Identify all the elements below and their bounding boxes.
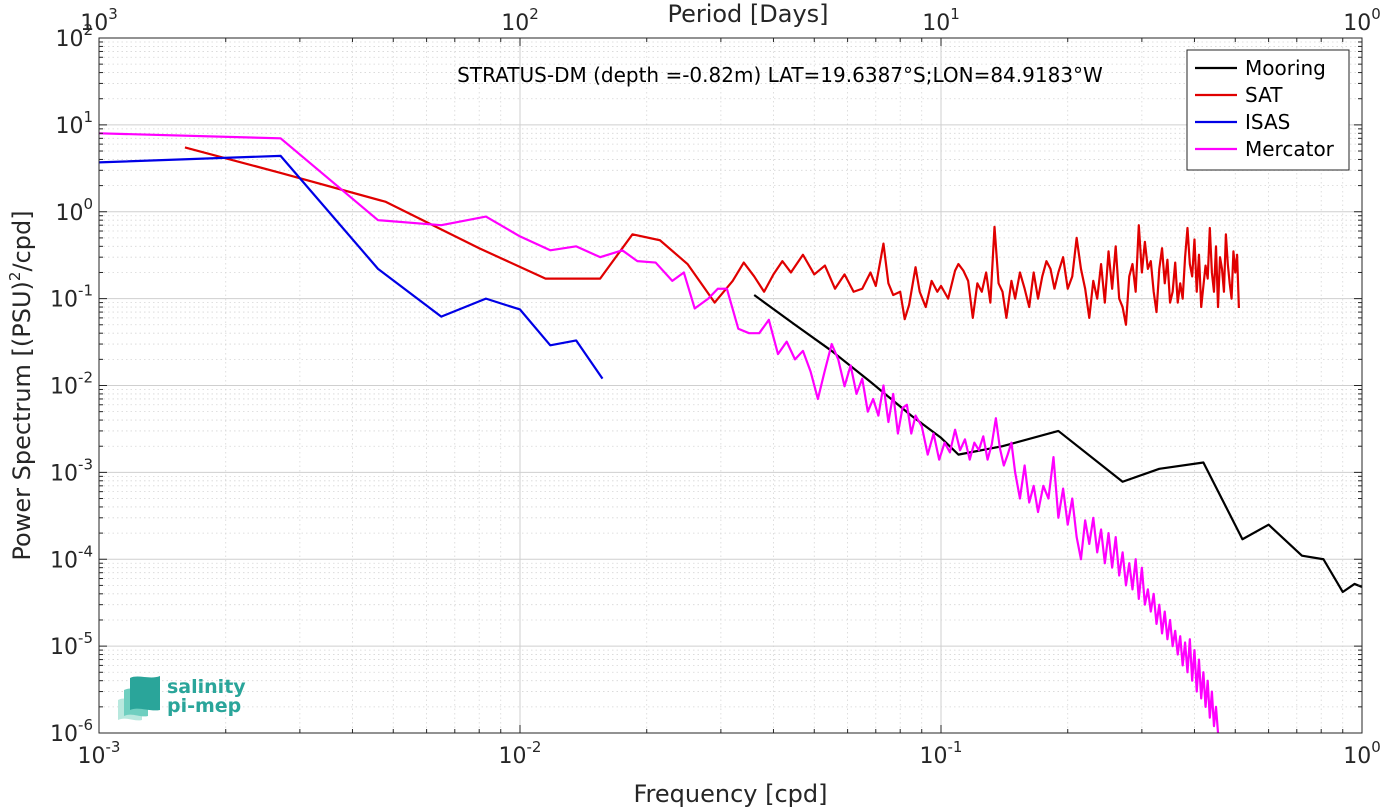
y-tick-label-exp: -5 — [78, 629, 93, 647]
y-tick-label-base: 10 — [50, 722, 78, 747]
y-axis-label-pre: Power Spectrum [(PSU) — [8, 281, 36, 560]
y-axis-label-post: /cpd] — [8, 210, 36, 271]
legend: Mooring SAT ISAS Mercator — [1186, 49, 1350, 171]
x-tick-label-exp: -1 — [948, 738, 963, 756]
x-tick-label-base: 10 — [499, 744, 527, 769]
legend-label-mooring: Mooring — [1245, 56, 1326, 80]
tick-marks — [98, 37, 1363, 734]
top-tick-label-base: 10 — [922, 11, 950, 36]
y-tick-label: 10-3 — [50, 455, 93, 486]
top-tick-label: 100 — [1343, 5, 1381, 36]
y-tick-label-base: 10 — [50, 375, 78, 400]
chart-title: STRATUS-DM (depth =-0.82m) LAT=19.6387°S… — [457, 63, 1103, 87]
y-tick-label-base: 10 — [55, 201, 83, 226]
top-tick-label-exp: 0 — [1371, 5, 1381, 23]
y-tick-label: 10-1 — [50, 282, 93, 313]
x-tick-label-base: 10 — [1343, 744, 1371, 769]
x-tick-label-base: 10 — [78, 744, 106, 769]
y-tick-label-exp: -1 — [78, 282, 93, 300]
x-tick-label: 100 — [1343, 738, 1381, 769]
logo-mark-icon — [118, 676, 160, 721]
x-tick-label: 10-1 — [920, 738, 963, 769]
y-tick-label: 101 — [55, 108, 93, 139]
y-tick-label-base: 10 — [55, 114, 83, 139]
top-tick-label-base: 10 — [1343, 11, 1371, 36]
y-tick-label: 10-4 — [50, 542, 93, 573]
x-tick-label: 10-2 — [499, 738, 542, 769]
y-tick-label-exp: 1 — [83, 108, 93, 126]
y-tick-label: 100 — [55, 195, 93, 226]
top-tick-label-exp: 1 — [950, 5, 960, 23]
legend-label-isas: ISAS — [1245, 110, 1290, 134]
top-axis-label: Period [Days] — [667, 0, 828, 28]
legend-label-sat: SAT — [1245, 83, 1283, 107]
y-tick-label-exp: -2 — [78, 369, 93, 387]
top-tick-label-exp: 3 — [108, 5, 118, 23]
y-tick-label-exp: -6 — [78, 716, 93, 734]
y-tick-label-exp: 2 — [83, 21, 93, 39]
x-tick-label-exp: 0 — [1371, 738, 1381, 756]
legend-label-mercator: Mercator — [1245, 137, 1335, 161]
y-tick-label-base: 10 — [50, 548, 78, 573]
x-tick-label-base: 10 — [920, 744, 948, 769]
logo-text-salinity: salinity — [167, 676, 246, 698]
y-tick-label-base: 10 — [50, 461, 78, 486]
y-tick-label-base: 10 — [50, 635, 78, 660]
grid-major — [98, 37, 1363, 734]
y-tick-label-exp: -3 — [78, 455, 93, 473]
y-tick-label-exp: -4 — [78, 542, 93, 560]
y-tick-label-exp: 0 — [83, 195, 93, 213]
y-tick-label-base: 10 — [50, 288, 78, 313]
top-tick-label-base: 10 — [501, 11, 529, 36]
y-axis-label: Power Spectrum [(PSU)2/cpd] — [6, 210, 36, 560]
series-line-isas — [99, 154, 604, 380]
x-tick-label-exp: -2 — [527, 738, 542, 756]
x-axis-label: Frequency [cpd] — [633, 780, 827, 808]
y-tick-label-base: 10 — [55, 27, 83, 52]
y-tick-label: 10-5 — [50, 629, 93, 660]
series-layer — [99, 132, 1362, 733]
logo-text-pi-mep: pi-mep — [167, 695, 241, 717]
x-tick-label: 10-3 — [78, 738, 121, 769]
top-tick-label: 103 — [80, 5, 118, 36]
x-tick-label-exp: -3 — [106, 738, 121, 756]
y-tick-label: 10-2 — [50, 369, 93, 400]
y-axis-label-sup: 2 — [6, 272, 24, 282]
y-tick-label: 102 — [55, 21, 93, 52]
series-line-mooring — [753, 294, 1362, 594]
salinity-pi-mep-logo: salinity pi-mep — [118, 676, 246, 721]
top-tick-label-exp: 2 — [529, 5, 539, 23]
top-tick-label-base: 10 — [80, 11, 108, 36]
y-tick-label: 10-6 — [50, 716, 93, 747]
top-tick-label: 101 — [922, 5, 960, 36]
top-tick-label: 102 — [501, 5, 539, 36]
